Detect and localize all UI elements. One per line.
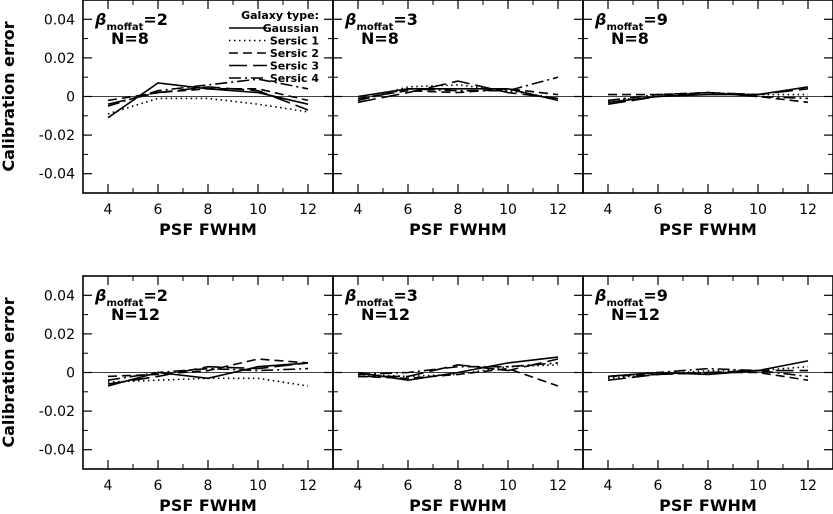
panel-5: 4 6 8 10 12 PSF FWHM βmoffat=3N=12 (332, 275, 584, 514)
x-axis-label: PSF FWHM (409, 496, 507, 514)
panel-2: 4 6 8 10 12 PSF FWHM βmoffat=3N=8 (332, 0, 584, 239)
x-tick-label: 8 (454, 202, 463, 218)
x-tick-label: 10 (249, 478, 267, 494)
x-tick-label: 6 (404, 202, 413, 218)
x-tick-label: 12 (799, 202, 817, 218)
series-line-sersic-2 (357, 367, 559, 387)
y-tick-label: 0 (66, 90, 75, 106)
x-tick-label: 10 (749, 478, 767, 494)
x-axis-label: PSF FWHM (409, 220, 507, 239)
y-tick-label: 0.04 (44, 12, 75, 28)
panel-6: 4 6 8 10 12 PSF FWHM βmoffat=9N=12 (582, 275, 833, 514)
x-tick-label: 4 (104, 478, 113, 494)
n-label: N=8 (361, 29, 399, 48)
x-tick-label: 12 (299, 478, 317, 494)
x-tick-label: 10 (249, 202, 267, 218)
panel-3: 4 6 8 10 12 PSF FWHM βmoffat=9N=8 (582, 0, 833, 239)
beta-moffat-label: βmoffat=9 (594, 286, 668, 309)
series-line-sersic-4 (107, 367, 309, 381)
x-tick-label: 8 (704, 478, 713, 494)
beta-moffat-label: βmoffat=2 (94, 10, 168, 33)
x-axis-label: PSF FWHM (159, 220, 257, 239)
beta-moffat-label: βmoffat=3 (344, 10, 418, 33)
y-tick-label: 0.02 (44, 327, 75, 343)
legend-entry-label: Gaussian (263, 22, 319, 35)
x-axis-label: PSF FWHM (659, 496, 757, 514)
series-line-sersic-3 (607, 88, 809, 105)
series-line-sersic-3 (358, 358, 559, 378)
panel-1: 4 6 8 10 12 -0.04 -0.02 0 0.02 0.04 PSF FWHM Calibr… (0, 0, 334, 239)
x-tick-label: 6 (154, 202, 163, 218)
legend-entry-label: Sersic 2 (270, 47, 319, 60)
n-label: N=12 (361, 305, 410, 324)
n-label: N=8 (111, 29, 149, 48)
x-tick-label: 12 (549, 202, 567, 218)
n-label: N=8 (611, 29, 649, 48)
legend-entry-label: Sersic 4 (270, 72, 319, 85)
x-axis-label: PSF FWHM (159, 496, 257, 514)
y-tick-label: -0.04 (39, 167, 75, 183)
legend-entry-label: Sersic 1 (270, 35, 319, 48)
x-tick-label: 6 (404, 478, 413, 494)
x-tick-label: 6 (154, 478, 163, 494)
beta-moffat-label: βmoffat=9 (594, 10, 668, 33)
n-label: N=12 (111, 305, 160, 324)
beta-moffat-label: βmoffat=3 (344, 286, 418, 309)
series-line-sersic-2 (107, 358, 309, 378)
y-tick-label: -0.02 (39, 404, 75, 420)
x-tick-label: 4 (354, 478, 363, 494)
x-tick-label: 12 (799, 478, 817, 494)
series-line-gaussian (357, 88, 559, 102)
x-tick-label: 6 (654, 202, 663, 218)
x-tick-label: 4 (104, 202, 113, 218)
series-line-sersic-3 (107, 86, 309, 111)
x-tick-label: 10 (499, 202, 517, 218)
x-tick-label: 10 (749, 202, 767, 218)
series-line-sersic-3 (607, 369, 808, 381)
x-tick-label: 8 (204, 478, 213, 494)
series-line-sersic-2 (107, 88, 309, 102)
series-line-sersic-1 (107, 97, 309, 115)
x-tick-label: 10 (499, 478, 517, 494)
x-tick-label: 12 (549, 478, 567, 494)
beta-moffat-label: βmoffat=2 (94, 286, 168, 309)
y-tick-label: -0.04 (39, 443, 75, 459)
x-tick-label: 8 (204, 202, 213, 218)
x-tick-label: 4 (354, 202, 363, 218)
series-line-sersic-1 (107, 377, 309, 387)
y-tick-label: 0 (66, 366, 75, 382)
y-tick-label: 0.02 (44, 51, 75, 67)
series-line-sersic-3 (357, 80, 559, 104)
series-line-sersic-2 (357, 87, 559, 100)
series-line-sersic-4 (357, 362, 559, 376)
y-axis-label: Calibration error (0, 297, 18, 447)
y-axis-label: Calibration error (0, 21, 18, 171)
x-tick-label: 4 (604, 202, 613, 218)
n-label: N=12 (611, 305, 660, 324)
x-tick-label: 6 (654, 478, 663, 494)
series-line-sersic-4 (607, 91, 809, 102)
x-axis-label: PSF FWHM (659, 220, 757, 239)
y-tick-label: 0.04 (44, 288, 75, 304)
x-tick-label: 4 (604, 478, 613, 494)
panel-4: 4 6 8 10 12 -0.04 -0.02 0 0.02 0.04 PSF FWHM Calibr… (0, 275, 334, 514)
series-line-sersic-3 (107, 362, 309, 385)
legend-entry-label: Sersic 3 (270, 60, 319, 73)
x-tick-label: 12 (299, 202, 317, 218)
series-line-sersic-1 (607, 365, 809, 380)
x-tick-label: 8 (454, 478, 463, 494)
x-tick-label: 8 (704, 202, 713, 218)
series-line-sersic-4 (607, 367, 809, 378)
y-tick-label: -0.02 (39, 128, 75, 144)
legend-title: Galaxy type: (241, 9, 319, 22)
